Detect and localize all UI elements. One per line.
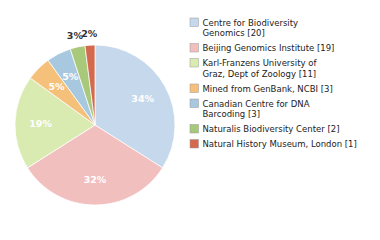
- legend-swatch: [190, 84, 199, 93]
- data-label: 34%: [131, 93, 154, 104]
- legend-item: Canadian Centre for DNABarcoding [3]: [190, 99, 310, 120]
- legend-item: Karl-Franzens University ofGraz, Dept of…: [190, 58, 317, 79]
- legend-swatch: [190, 18, 199, 27]
- legend: Centre for BiodiversityGenomics [20] Beij…: [190, 18, 357, 150]
- data-label: 2%: [81, 28, 98, 39]
- legend-swatch: [190, 125, 199, 134]
- legend-label: Canadian Centre for DNABarcoding [3]: [203, 99, 310, 120]
- legend-item: Mined from GenBank, NCBI [3]: [190, 84, 333, 94]
- slice: [85, 45, 95, 125]
- legend-label: Beijing Genomics Institute [19]: [203, 43, 335, 53]
- legend-item: Centre for BiodiversityGenomics [20]: [190, 18, 298, 39]
- legend-label: Naturalis Biodiversity Center [2]: [203, 124, 340, 134]
- slice: [70, 46, 95, 125]
- chart: 34%32%19%5%5%3%2%Centre for Biodiversity…: [0, 0, 380, 240]
- legend-label: Mined from GenBank, NCBI [3]: [203, 84, 333, 94]
- data-label: 19%: [29, 118, 52, 129]
- legend-label: Natural History Museum, London [1]: [203, 139, 357, 149]
- legend-swatch: [190, 44, 199, 53]
- data-labels: 34%32%19%5%5%3%2%: [29, 28, 154, 185]
- legend-label: Karl-Franzens University ofGraz, Dept of…: [203, 58, 318, 79]
- data-label: 5%: [48, 81, 65, 92]
- legend-item: Beijing Genomics Institute [19]: [190, 43, 334, 53]
- legend-swatch: [190, 140, 199, 149]
- data-label: 5%: [62, 71, 79, 82]
- legend-swatch: [190, 59, 199, 68]
- legend-item: Natural History Museum, London [1]: [190, 139, 357, 149]
- legend-label: Centre for BiodiversityGenomics [20]: [203, 18, 299, 39]
- data-label: 32%: [84, 174, 107, 185]
- pie: [15, 45, 175, 205]
- legend-item: Naturalis Biodiversity Center [2]: [190, 124, 339, 134]
- legend-swatch: [190, 99, 199, 108]
